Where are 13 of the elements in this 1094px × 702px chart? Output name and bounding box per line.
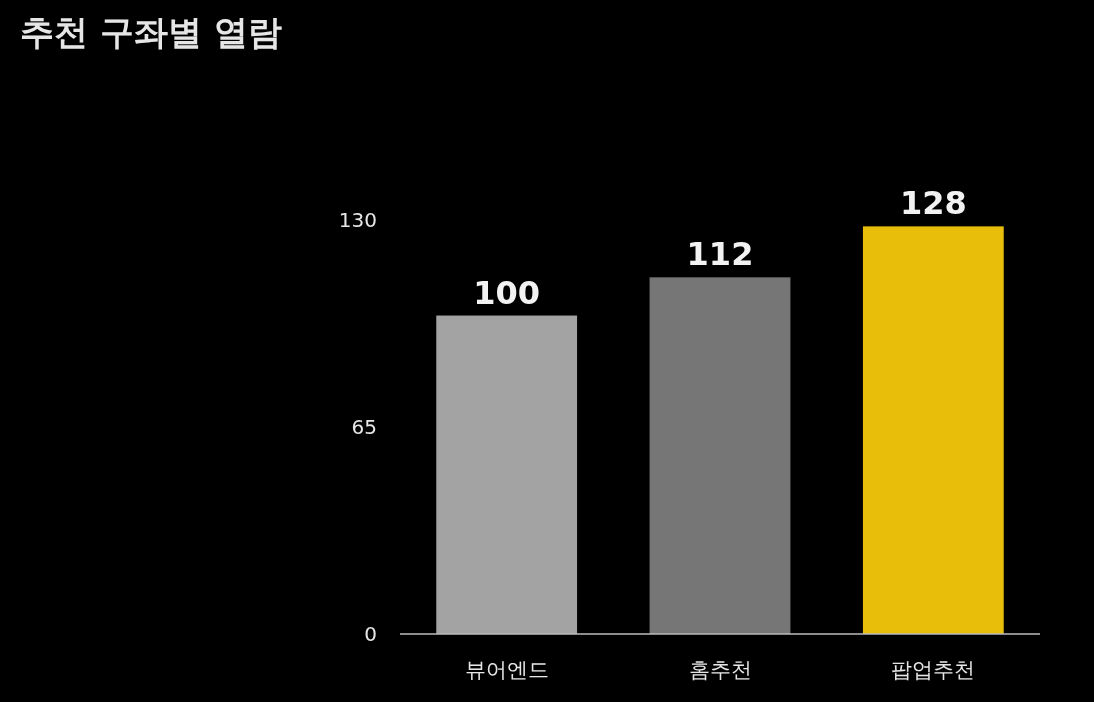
y-tick-label: 130 [338, 208, 377, 232]
chart-title: 추천 구좌별 열람 [20, 12, 282, 52]
x-tick-label: 팝업추천 [891, 658, 976, 682]
x-tick-label: 홈추천 [688, 658, 752, 682]
y-tick-label: 0 [364, 622, 377, 646]
bar [436, 315, 578, 634]
bar [862, 226, 1004, 634]
data-label: 100 [473, 273, 541, 312]
y-tick-label: 65 [351, 415, 377, 439]
data-label: 128 [899, 184, 967, 223]
data-label: 112 [686, 235, 754, 274]
x-tick-label: 뷰어엔드 [464, 658, 549, 682]
bar [649, 277, 791, 634]
